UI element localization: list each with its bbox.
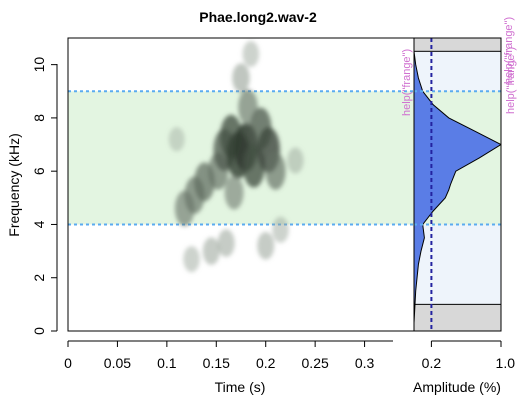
x-tick-label: 0.1 — [157, 355, 177, 371]
spectrogram-energy-20 — [272, 216, 289, 243]
amplitude-axis: 0.2 1.0 — [422, 340, 516, 371]
spectrogram-energy-21 — [168, 127, 185, 152]
x-tick-label: 0.3 — [355, 355, 375, 371]
x-tick-label: 0.25 — [302, 355, 329, 371]
spectrogram-panel — [67, 37, 415, 332]
amplitude-axis-label: Amplitude (%) — [413, 379, 501, 395]
x-axis-label: Time (s) — [215, 379, 266, 395]
x-tick-label: 0.15 — [203, 355, 230, 371]
spectrogram-energy-14 — [232, 63, 250, 93]
y-tick-label: 4 — [31, 220, 47, 228]
y-tick-label: 0 — [31, 327, 47, 335]
help-label-1: help("frange") — [401, 49, 413, 116]
y-tick-label: 10 — [31, 57, 47, 73]
x-tick-label: 0 — [64, 355, 72, 371]
x-tick-label: 0.2 — [256, 355, 276, 371]
spectrogram-energy-22 — [287, 147, 304, 174]
shaded-high-range — [413, 37, 502, 52]
spectrogram-energy-17 — [202, 237, 220, 265]
shaded-low-range — [413, 303, 502, 332]
amplitude-area — [414, 51, 501, 324]
amplitude-tick-label: 1.0 — [496, 355, 516, 371]
amplitude-tick-label: 0.2 — [422, 355, 442, 371]
y-tick-label: 8 — [31, 114, 47, 122]
x-tick-label: 0.05 — [104, 355, 131, 371]
spectrogram-energy-11 — [265, 152, 286, 190]
help-label-2: help("frange") — [503, 17, 515, 84]
y-axis: 0 2 4 6 8 10 — [31, 57, 58, 335]
amplitude-panel: help("frange") help("frange") help("fran… — [401, 17, 517, 332]
spectrogram-energy-18 — [217, 229, 235, 257]
y-tick-label: 6 — [31, 167, 47, 175]
y-axis-label: Frequency (kHz) — [6, 133, 22, 236]
help-label-3: help("frange") — [505, 47, 517, 114]
spectrogram-energy-12 — [224, 175, 244, 210]
spectrogram-energy-19 — [257, 231, 275, 260]
spectrogram-energy-16 — [183, 246, 200, 273]
y-tick-label: 2 — [31, 274, 47, 282]
amplitude-frame — [413, 37, 502, 332]
chart-title: Phae.long2.wav-2 — [199, 9, 317, 25]
spectrogram-energy-13 — [238, 89, 258, 126]
x-axis: 0 0.05 0.1 0.15 0.2 0.25 0.3 — [64, 340, 393, 371]
spectrogram-energy-15 — [242, 40, 260, 67]
